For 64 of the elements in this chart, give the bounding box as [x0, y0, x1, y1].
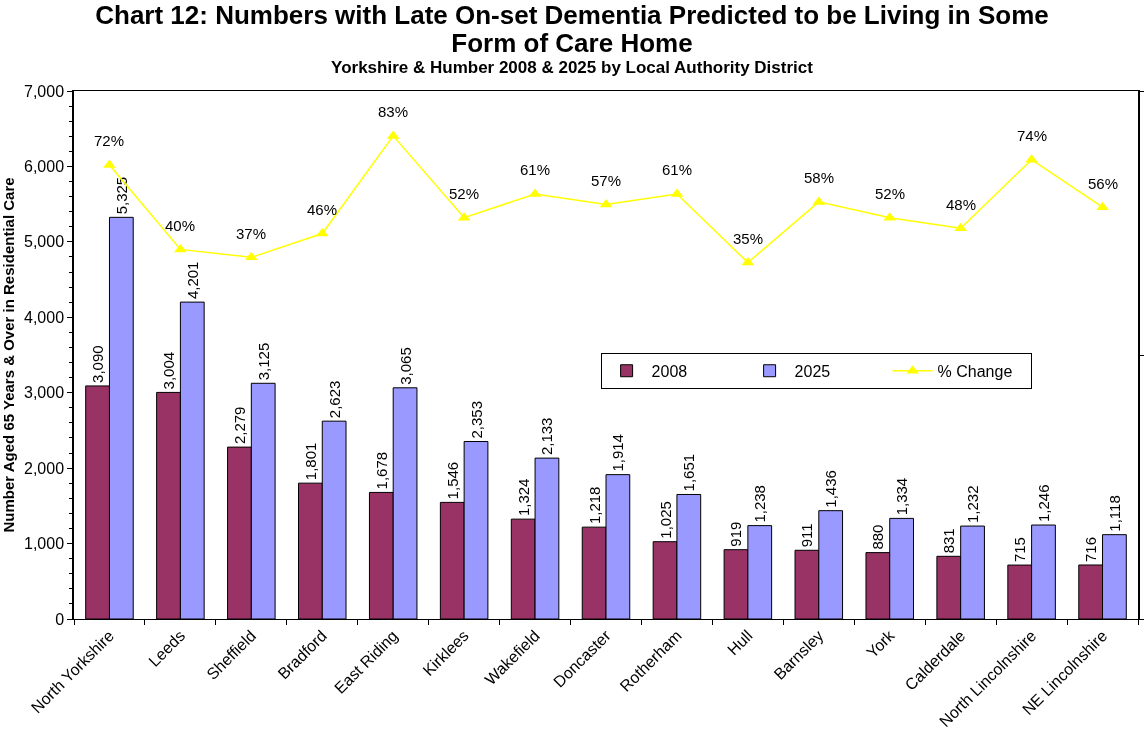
y-tick-label: 7,000 — [24, 82, 65, 100]
data-label: 1,436 — [822, 470, 840, 508]
data-label: 37% — [236, 225, 267, 242]
data-label: 52% — [875, 185, 906, 202]
data-label: 5,325 — [112, 176, 130, 215]
data-label: 52% — [449, 185, 480, 202]
point — [954, 222, 968, 232]
data-label: 1,651 — [680, 453, 698, 492]
y-tick-label: 5,000 — [24, 233, 65, 251]
data-label: 1,914 — [609, 434, 627, 472]
data-label: 3,065 — [396, 347, 414, 385]
y-tick-label: 4,000 — [24, 308, 65, 326]
data-label: 880 — [869, 524, 887, 550]
data-label: 1,801 — [301, 442, 319, 481]
data-label: 3,004 — [160, 351, 178, 390]
data-label: 1,334 — [893, 477, 911, 516]
data-label: 57% — [591, 172, 622, 189]
point — [174, 243, 187, 253]
y-tick-label: 0 — [55, 610, 65, 628]
data-label: 2,353 — [467, 400, 485, 439]
y-axis-title: Number Aged 65 Years & Over in Residential Care — [0, 177, 17, 533]
legend-label: 2008 — [651, 362, 688, 380]
x-tick-label: Hull — [724, 626, 756, 659]
y-tick-label: 1,000 — [24, 535, 65, 553]
data-label: 56% — [1088, 175, 1119, 192]
data-label: 1,678 — [372, 451, 390, 490]
data-label: 831 — [940, 528, 958, 554]
data-label: 3,090 — [89, 345, 107, 383]
chart-title: Chart 12: Numbers with Late On-set Dementia Predicted to be Living in Some Form of Care Home — [94, 0, 1050, 58]
data-label: 919 — [727, 521, 745, 547]
y-tick-label: 6,000 — [24, 158, 65, 176]
data-label: 3,125 — [254, 342, 272, 381]
data-label: 35% — [733, 230, 764, 247]
data-label: 83% — [378, 103, 409, 120]
chart-subtitle: Yorkshire & Humber 2008 & 2025 by Local Authority District — [330, 58, 814, 77]
x-tick-label: York — [863, 626, 899, 662]
data-label: 1,238 — [751, 485, 769, 523]
data-label: 58% — [804, 169, 835, 186]
data-label: 1,546 — [443, 461, 461, 500]
data-label: 716 — [1082, 536, 1100, 562]
legend-label: % Change — [937, 362, 1013, 380]
data-label: 1,246 — [1034, 484, 1052, 523]
data-label: 1,218 — [585, 486, 603, 525]
data-label: 1,232 — [964, 485, 982, 524]
data-label: 715 — [1011, 537, 1029, 563]
legend-label: 2025 — [794, 362, 831, 380]
data-label: 4,201 — [183, 261, 201, 300]
data-label: 46% — [307, 201, 338, 218]
data-label: 40% — [165, 217, 196, 234]
data-label: 61% — [520, 161, 551, 178]
point — [244, 251, 258, 261]
data-label: 74% — [1017, 127, 1048, 144]
data-label: 1,324 — [514, 478, 532, 517]
data-label: 2,623 — [325, 380, 343, 419]
y-tick-label: 2,000 — [24, 459, 65, 477]
y-tick-label: 3,000 — [24, 384, 65, 402]
data-label: 48% — [946, 196, 977, 213]
data-label: 2,279 — [230, 406, 248, 445]
data-label: 61% — [662, 161, 693, 178]
data-label: 911 — [798, 523, 816, 548]
data-label: 1,118 — [1105, 495, 1123, 532]
data-label: 72% — [94, 132, 125, 149]
data-label: 1,025 — [656, 501, 674, 539]
data-label: 2,133 — [538, 417, 556, 456]
